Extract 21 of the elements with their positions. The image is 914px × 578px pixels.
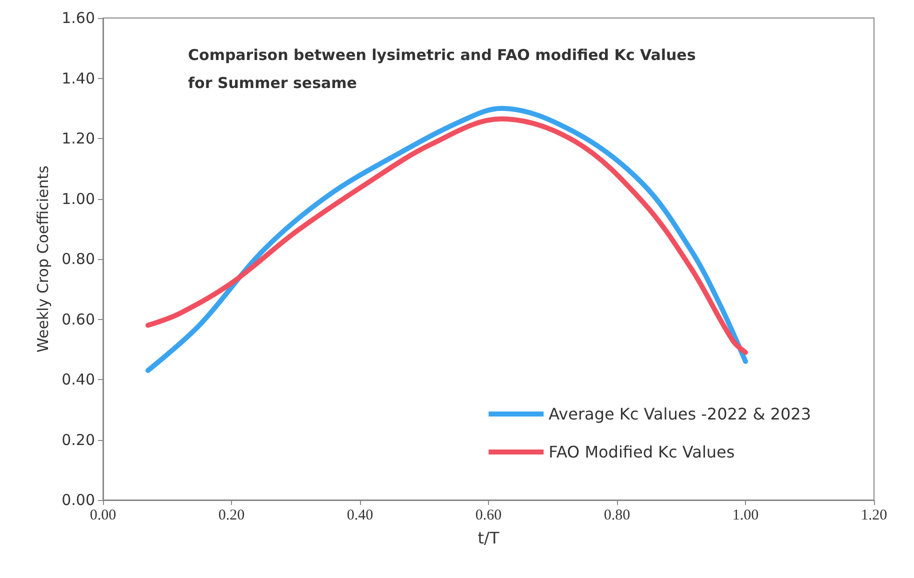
y-tick-label: 1.00 (62, 190, 95, 208)
x-tick-label: 0.80 (604, 508, 630, 524)
legend-label: FAO Modified Kc Values (548, 442, 735, 462)
y-tick-label: 1.20 (62, 130, 95, 148)
x-tick-label: 0.00 (90, 508, 116, 524)
y-tick-label: 0.60 (62, 310, 95, 328)
x-tick-label: 0.60 (475, 508, 502, 524)
legend-label: Average Kc Values -2022 & 2023 (548, 404, 812, 424)
x-tick-label: 0.20 (218, 508, 245, 524)
x-tick-label: 1.00 (732, 508, 759, 524)
y-tick-label: 1.40 (62, 69, 95, 88)
x-tick-label: 0.40 (346, 508, 374, 524)
y-tick-label: 0.00 (62, 491, 95, 509)
x-tick-label: 1.20 (860, 508, 888, 524)
y-tick-label: 1.60 (62, 9, 95, 27)
y-tick-label: 0.40 (62, 370, 95, 388)
y-tick-label: 0.20 (62, 430, 95, 449)
y-axis-title: Weekly Crop Coefficients (34, 165, 52, 352)
text: Comparison between lysimetric and FAO modified Kc Values for Summer sesame (188, 46, 702, 92)
x-axis-title: t/T (478, 528, 500, 548)
y-tick-label: 0.80 (62, 250, 95, 268)
